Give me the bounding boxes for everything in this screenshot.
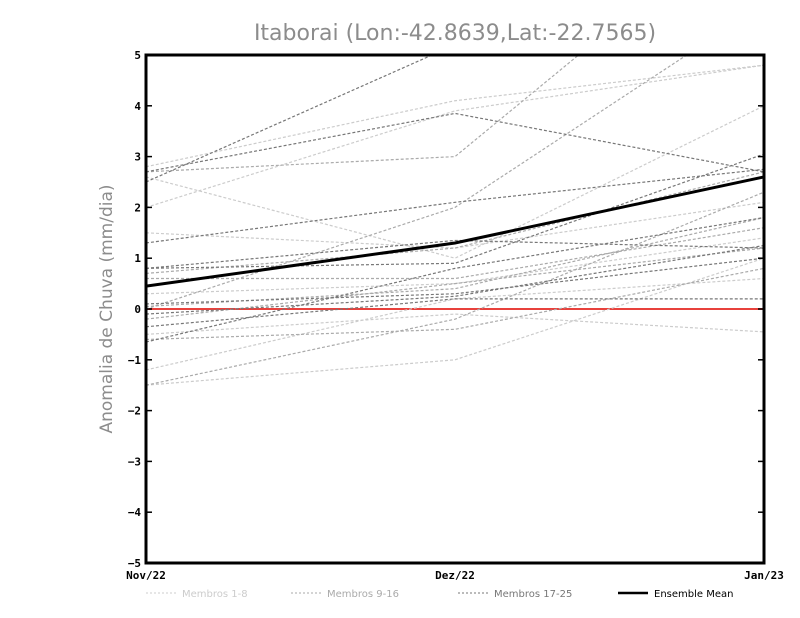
member-series-line xyxy=(146,105,764,259)
legend-label: Membros 17-25 xyxy=(494,589,572,600)
member-series-line xyxy=(146,64,764,208)
member-series-line xyxy=(146,227,764,280)
x-tick-label: Dez/22 xyxy=(435,569,475,582)
member-series-line xyxy=(146,64,764,168)
member-series-line xyxy=(146,216,764,343)
member-series-line xyxy=(146,247,764,320)
legend: Membros 1-8 Membros 9-16 Membros 17-25 Ense… xyxy=(146,589,733,600)
y-tick-label: 0 xyxy=(134,303,141,316)
y-tick-label: −1 xyxy=(128,354,142,367)
member-series-line xyxy=(146,239,764,269)
legend-label: Ensemble Mean xyxy=(654,589,733,600)
y-tick-label: 4 xyxy=(134,100,141,113)
y-tick-label: −2 xyxy=(128,405,141,418)
member-series-line xyxy=(146,171,764,275)
member-series-line xyxy=(146,257,764,305)
y-tick-label: −4 xyxy=(128,506,142,519)
member-series-line xyxy=(146,298,764,328)
y-tick-label: 1 xyxy=(134,252,141,265)
legend-label: Membros 9-16 xyxy=(327,589,399,600)
y-tick-label: 5 xyxy=(134,49,141,62)
member-series-line xyxy=(146,112,764,173)
member-series-line xyxy=(146,313,764,335)
member-series-line xyxy=(146,244,764,315)
member-series-line xyxy=(146,277,764,371)
member-series-line xyxy=(146,55,688,310)
member-series-line xyxy=(146,216,764,308)
ensemble-mean-line xyxy=(146,175,764,288)
legend-label: Membros 1-8 xyxy=(182,589,248,600)
x-tick-label: Jan/23 xyxy=(744,569,784,582)
series-layer xyxy=(146,55,764,386)
y-tick-label: 3 xyxy=(134,151,141,164)
y-tick-label: 2 xyxy=(134,201,141,214)
member-series-line xyxy=(146,237,764,295)
member-series-line xyxy=(146,191,764,386)
y-tick-label: −3 xyxy=(128,455,141,468)
x-tick-label: Nov/22 xyxy=(126,569,166,582)
member-series-line xyxy=(146,168,764,244)
member-series-line xyxy=(146,201,764,249)
member-series-line xyxy=(146,153,764,269)
member-series-line xyxy=(146,257,764,386)
y-axis-label: Anomalia de Chuva (mm/dia) xyxy=(97,184,117,433)
chart-title: Itaborai (Lon:-42.8639,Lat:-22.7565) xyxy=(254,21,656,46)
y-tick-label: −5 xyxy=(128,557,141,570)
member-series-line xyxy=(146,55,434,183)
